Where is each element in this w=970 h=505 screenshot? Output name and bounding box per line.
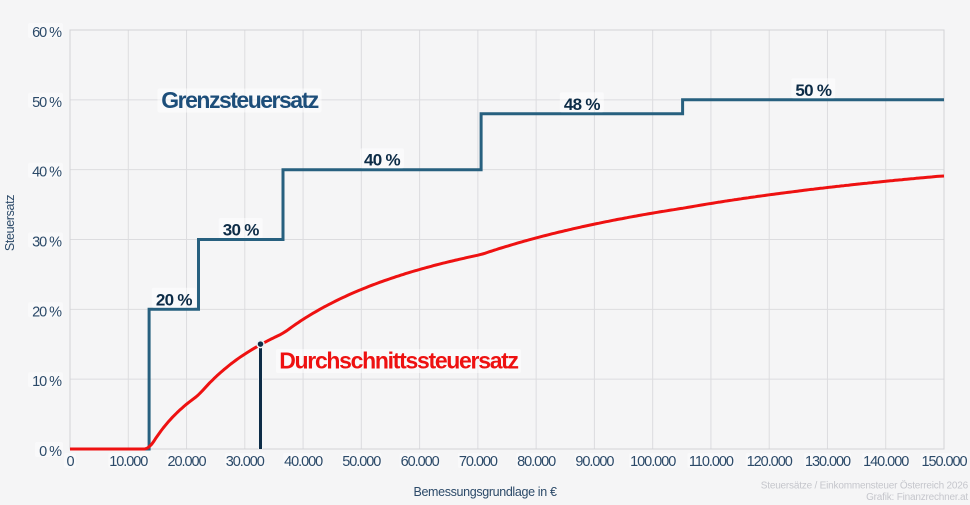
svg-text:20 %: 20 % bbox=[32, 304, 62, 320]
svg-text:30 %: 30 % bbox=[223, 221, 260, 240]
svg-text:Grenzsteuersatz: Grenzsteuersatz bbox=[161, 87, 318, 113]
svg-text:Durchschnittssteuersatz: Durchschnittssteuersatz bbox=[279, 348, 518, 374]
svg-text:48 %: 48 % bbox=[564, 95, 601, 114]
svg-text:20.000: 20.000 bbox=[167, 454, 206, 470]
svg-text:Grafik: Finanzrechner.at: Grafik: Finanzrechner.at bbox=[866, 492, 968, 500]
svg-text:50 %: 50 % bbox=[795, 81, 832, 100]
svg-text:100.000: 100.000 bbox=[630, 454, 676, 470]
svg-text:30.000: 30.000 bbox=[226, 454, 265, 470]
svg-text:40.000: 40.000 bbox=[284, 454, 323, 470]
svg-text:130.000: 130.000 bbox=[805, 454, 851, 470]
svg-text:Steuersatz: Steuersatz bbox=[3, 195, 17, 251]
svg-text:0 %: 0 % bbox=[39, 444, 62, 460]
svg-text:30 %: 30 % bbox=[32, 235, 62, 251]
svg-text:120.000: 120.000 bbox=[747, 454, 793, 470]
svg-text:0: 0 bbox=[66, 454, 74, 470]
svg-text:90.000: 90.000 bbox=[575, 454, 614, 470]
svg-text:10 %: 10 % bbox=[32, 374, 62, 390]
svg-text:40 %: 40 % bbox=[364, 151, 401, 170]
svg-text:110.000: 110.000 bbox=[689, 454, 734, 470]
svg-text:Steuersätze / Einkommensteuer: Steuersätze / Einkommensteuer Österreich… bbox=[761, 480, 969, 492]
svg-text:70.000: 70.000 bbox=[459, 454, 498, 470]
svg-text:60.000: 60.000 bbox=[401, 454, 440, 470]
svg-text:50 %: 50 % bbox=[32, 95, 62, 111]
svg-text:Bemessungsgrundlage in €: Bemessungsgrundlage in € bbox=[413, 485, 556, 499]
svg-text:80.000: 80.000 bbox=[517, 454, 556, 470]
svg-text:60 %: 60 % bbox=[32, 25, 62, 41]
svg-text:20 %: 20 % bbox=[156, 290, 193, 309]
svg-text:40 %: 40 % bbox=[32, 165, 62, 181]
svg-text:140.000: 140.000 bbox=[863, 454, 909, 470]
svg-text:150.000: 150.000 bbox=[921, 454, 967, 470]
svg-text:50.000: 50.000 bbox=[342, 454, 381, 470]
svg-text:10.000: 10.000 bbox=[109, 454, 148, 470]
